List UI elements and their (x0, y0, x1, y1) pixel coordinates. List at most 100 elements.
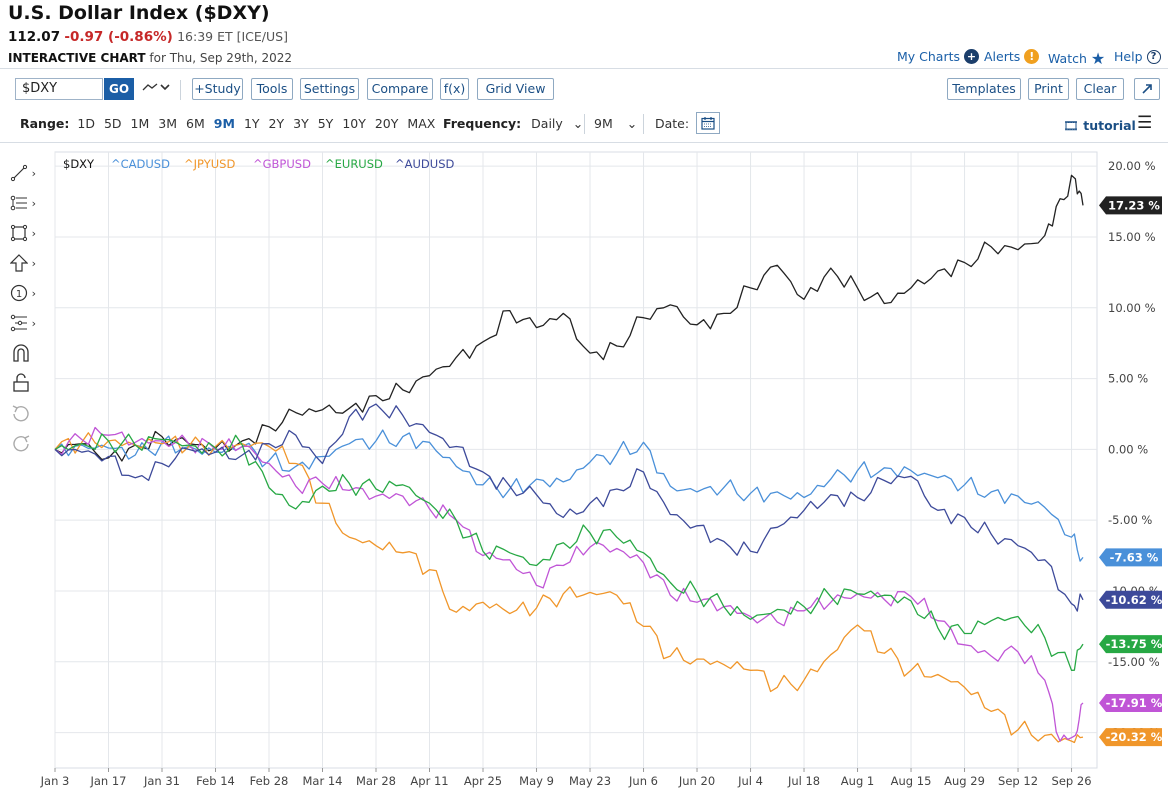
shape-tool-button[interactable]: › (10, 222, 36, 244)
svg-text:1: 1 (16, 289, 22, 300)
series-line-eurusd (54, 433, 1084, 671)
clear-button[interactable]: Clear (1076, 78, 1124, 100)
date-picker-button[interactable] (696, 112, 720, 134)
range-6m[interactable]: 6M (186, 116, 205, 131)
x-tick-label: May 9 (519, 774, 554, 788)
film-icon: 🎞 (1063, 118, 1079, 133)
watch-link[interactable]: Watch ★ (1048, 49, 1105, 68)
legend-item-audusd: ^AUDUSD (395, 157, 454, 171)
y-tick-label: 10.00 % (1108, 301, 1156, 315)
menu-icon[interactable]: ☰ (1137, 113, 1153, 133)
range-20y[interactable]: 20Y (374, 116, 399, 131)
end-value-tag (1099, 548, 1162, 567)
range-3m[interactable]: 3M (158, 116, 178, 131)
x-tick-label: Sep 12 (998, 774, 1038, 788)
divider (643, 114, 644, 134)
range-10y[interactable]: 10Y (342, 116, 366, 131)
arrow-tool-button[interactable]: › (10, 252, 36, 274)
line-tool-button[interactable]: › (10, 162, 36, 184)
chart-type-selector[interactable] (141, 80, 173, 98)
chevron-down-icon: ⌄ (572, 116, 584, 131)
y-tick-label: 0.00 % (1108, 442, 1148, 456)
date-label: Date: (655, 116, 690, 131)
symbol-input[interactable]: $DXY (15, 78, 103, 100)
settings-button[interactable]: Settings (300, 78, 359, 100)
my-charts-link[interactable]: My Charts + (897, 49, 980, 64)
end-value-tag (1099, 694, 1162, 713)
chevron-right-icon: › (31, 226, 36, 240)
help-label: Help (1114, 49, 1143, 64)
divider (0, 68, 1168, 69)
range-1m[interactable]: 1M (130, 116, 150, 131)
series-line-gbpusd (54, 426, 1084, 742)
legend-item-cadusd: ^CADUSD (111, 157, 170, 171)
print-button[interactable]: Print (1028, 78, 1069, 100)
counter-tool-icon: 1 (10, 284, 28, 302)
x-tick-label: Apr 25 (464, 774, 502, 788)
range-label: Range: (20, 116, 70, 131)
alerts-label: Alerts (984, 49, 1021, 64)
interactive-chart-label: INTERACTIVE CHART (8, 51, 146, 65)
magnet-button[interactable] (10, 342, 36, 364)
range-5y[interactable]: 5Y (317, 116, 334, 131)
expand-button[interactable] (1134, 78, 1160, 100)
compare-button[interactable]: Compare (367, 78, 433, 100)
x-tick-label: Jun 20 (678, 774, 715, 788)
tutorial-link[interactable]: 🎞 tutorial (1063, 118, 1136, 134)
study-button[interactable]: +Study (192, 78, 243, 100)
chevron-right-icon: › (31, 196, 36, 210)
series-lines (54, 174, 1084, 744)
end-value-label: -7.63 % (1110, 550, 1159, 564)
legend: $DXY ^CADUSD ^JPYUSD ^GBPUSD ^EURUSD ^AUDUSD (63, 157, 454, 171)
pitchfork-tool-button[interactable]: › (10, 312, 36, 334)
end-value-tag (1099, 590, 1162, 609)
quote-line: 112.07 -0.97 (-0.86%) 16:39 ET [ICE/US] (8, 29, 288, 45)
range-1d[interactable]: 1D (77, 116, 95, 131)
my-charts-label: My Charts (897, 49, 961, 64)
watch-label: Watch (1048, 51, 1087, 66)
period-selector[interactable]: 9M ⌄ (594, 116, 637, 131)
arrow-tool-icon (10, 254, 28, 272)
divider (180, 80, 181, 100)
x-tick-label: Aug 15 (891, 774, 932, 788)
frequency-selector[interactable]: Frequency: Daily ⌄ (443, 116, 583, 131)
plus-circle-icon: + (964, 49, 980, 64)
function-button[interactable]: f(x) (440, 78, 469, 100)
x-tick-label: Mar 28 (356, 774, 396, 788)
chevron-right-icon: › (31, 256, 36, 270)
frequency-label: Frequency: (443, 116, 522, 131)
end-value-label: -13.75 % (1106, 637, 1163, 651)
end-value-label: -10.62 % (1106, 593, 1163, 607)
go-button[interactable]: GO (104, 78, 134, 100)
lock-button[interactable] (10, 372, 36, 394)
series-line-audusd (54, 403, 1084, 612)
range-3y[interactable]: 3Y (293, 116, 309, 131)
y-tick-label: -5.00 % (1108, 513, 1152, 527)
counter-tool-button[interactable]: 1 › (10, 282, 36, 304)
x-tick-label: Feb 28 (250, 774, 289, 788)
range-5d[interactable]: 5D (103, 116, 122, 131)
y-tick-label: 15.00 % (1108, 230, 1156, 244)
redo-button[interactable] (10, 432, 36, 454)
alerts-link[interactable]: Alerts ! (984, 49, 1040, 64)
undo-button[interactable] (10, 402, 36, 424)
quote-time: 16:39 ET [ICE/US] (177, 29, 288, 44)
pitchfork-tool-icon (10, 314, 27, 332)
fib-tool-button[interactable]: › (10, 192, 36, 214)
legend-item-jpyusd: ^JPYUSD (184, 157, 235, 171)
help-link[interactable]: Help ? (1114, 49, 1161, 64)
tools-button[interactable]: Tools (251, 78, 293, 100)
grid-view-button[interactable]: Grid View (477, 78, 554, 100)
y-tick-label: 5.00 % (1108, 372, 1148, 386)
templates-button[interactable]: Templates (947, 78, 1021, 100)
page-title: U.S. Dollar Index ($DXY) (8, 2, 270, 24)
range-2y[interactable]: 2Y (268, 116, 285, 131)
y-tick-label: -15.00 % (1108, 655, 1160, 669)
range-1y[interactable]: 1Y (243, 116, 260, 131)
end-value-tag (1099, 635, 1162, 654)
x-tick-label: Apr 11 (410, 774, 448, 788)
expand-icon (1142, 84, 1152, 94)
range-max[interactable]: MAX (407, 116, 436, 131)
range-9m[interactable]: 9M (213, 116, 235, 131)
